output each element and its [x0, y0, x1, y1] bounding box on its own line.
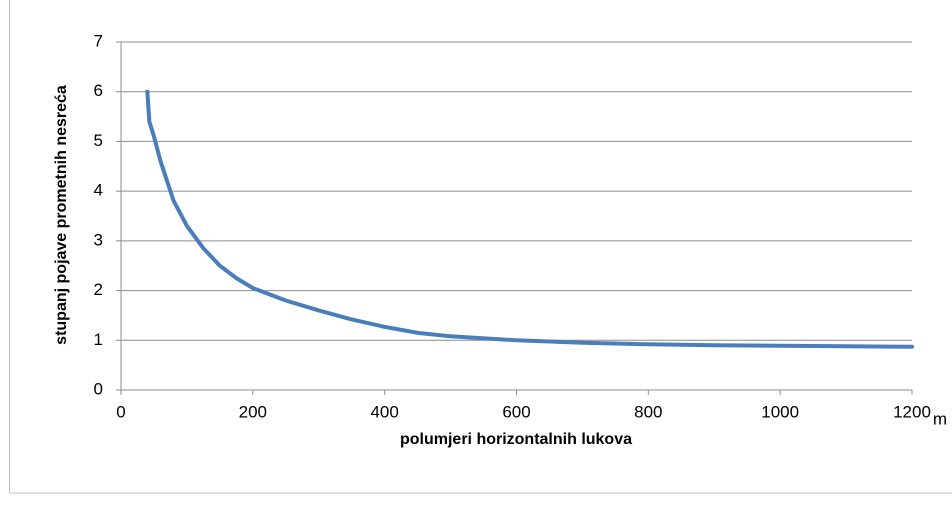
y-tick-label: 3 [94, 230, 103, 249]
chart-frame [9, 0, 952, 494]
x-tick-label: 800 [634, 402, 662, 421]
y-tick-label: 1 [94, 330, 103, 349]
y-tick-label: 2 [94, 280, 103, 299]
y-axis-label: stupanj pojave prometnih nesreća [53, 85, 70, 345]
y-tick-label: 7 [94, 31, 103, 50]
x-tick-label: 600 [502, 402, 530, 421]
x-axis-label: polumjeri horizontalnih lukova [400, 431, 632, 448]
x-tick-label: 1200 [893, 402, 931, 421]
x-tick-label: 200 [239, 402, 267, 421]
line-series [145, 89, 914, 349]
y-tick-label: 4 [94, 181, 103, 200]
y-tick-label: 5 [94, 131, 103, 150]
y-tick-label: 6 [94, 81, 103, 100]
x-tick-label: 400 [370, 402, 398, 421]
x-unit: m [933, 409, 947, 428]
y-tick-label: 0 [94, 379, 103, 398]
x-tick-label: 1000 [761, 402, 799, 421]
x-tick-label: 0 [116, 402, 125, 421]
